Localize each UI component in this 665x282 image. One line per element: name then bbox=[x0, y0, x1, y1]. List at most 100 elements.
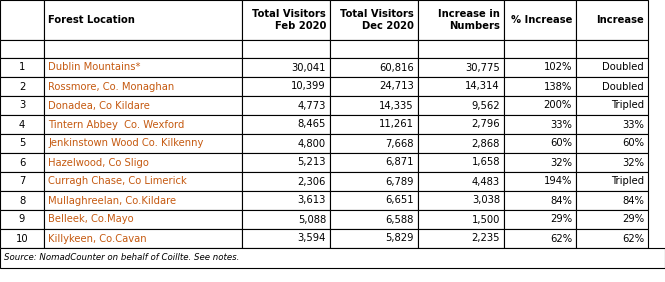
Text: 4,773: 4,773 bbox=[298, 100, 326, 111]
Bar bbox=[0, 248, 44, 268]
Text: 30,775: 30,775 bbox=[465, 63, 500, 72]
Text: 102%: 102% bbox=[543, 63, 572, 72]
Bar bbox=[242, 115, 330, 134]
Text: Tintern Abbey  Co. Wexford: Tintern Abbey Co. Wexford bbox=[48, 120, 184, 129]
Bar bbox=[418, 58, 504, 77]
Text: 29%: 29% bbox=[622, 215, 644, 224]
Bar bbox=[242, 248, 330, 268]
Bar bbox=[44, 58, 242, 77]
Text: Increase: Increase bbox=[597, 15, 644, 25]
Bar bbox=[242, 191, 330, 210]
Bar bbox=[0, 0, 44, 40]
Text: 4: 4 bbox=[19, 120, 25, 129]
Text: 62%: 62% bbox=[622, 233, 644, 243]
Bar bbox=[418, 229, 504, 248]
Bar bbox=[418, 153, 504, 172]
Text: 7: 7 bbox=[19, 177, 25, 186]
Bar bbox=[504, 58, 576, 77]
Text: 2: 2 bbox=[19, 81, 25, 91]
Text: 5,213: 5,213 bbox=[297, 158, 326, 168]
Text: Tripled: Tripled bbox=[611, 100, 644, 111]
Text: Doubled: Doubled bbox=[602, 63, 644, 72]
Bar bbox=[576, 96, 648, 115]
Text: Dublin Mountains*: Dublin Mountains* bbox=[48, 63, 140, 72]
Text: 14,335: 14,335 bbox=[379, 100, 414, 111]
Bar bbox=[504, 210, 576, 229]
Text: Jenkinstown Wood Co. Kilkenny: Jenkinstown Wood Co. Kilkenny bbox=[48, 138, 203, 149]
Bar bbox=[576, 229, 648, 248]
Bar bbox=[576, 77, 648, 96]
Text: Mullaghreelan, Co.Kildare: Mullaghreelan, Co.Kildare bbox=[48, 195, 176, 206]
Bar bbox=[576, 248, 648, 268]
Text: 200%: 200% bbox=[544, 100, 572, 111]
Bar bbox=[242, 210, 330, 229]
Bar bbox=[44, 172, 242, 191]
Bar bbox=[418, 248, 504, 268]
Text: 5,829: 5,829 bbox=[386, 233, 414, 243]
Bar bbox=[44, 248, 242, 268]
Bar bbox=[330, 172, 418, 191]
Bar bbox=[242, 40, 330, 58]
Text: Killykeen, Co.Cavan: Killykeen, Co.Cavan bbox=[48, 233, 146, 243]
Text: 3,613: 3,613 bbox=[298, 195, 326, 206]
Bar bbox=[330, 191, 418, 210]
Bar bbox=[330, 229, 418, 248]
Bar bbox=[44, 229, 242, 248]
Text: 9,562: 9,562 bbox=[471, 100, 500, 111]
Text: 29%: 29% bbox=[550, 215, 572, 224]
Bar bbox=[44, 210, 242, 229]
Bar bbox=[242, 58, 330, 77]
Text: Belleek, Co.Mayo: Belleek, Co.Mayo bbox=[48, 215, 134, 224]
Bar bbox=[576, 153, 648, 172]
Bar bbox=[242, 77, 330, 96]
Bar bbox=[44, 77, 242, 96]
Text: Tripled: Tripled bbox=[611, 177, 644, 186]
Text: 84%: 84% bbox=[622, 195, 644, 206]
Text: 10,399: 10,399 bbox=[291, 81, 326, 91]
Text: Source: NomadCounter on behalf of Coillte. See notes.: Source: NomadCounter on behalf of Coillt… bbox=[4, 254, 239, 263]
Bar bbox=[418, 96, 504, 115]
Text: 138%: 138% bbox=[544, 81, 572, 91]
Bar bbox=[242, 96, 330, 115]
Text: 6,651: 6,651 bbox=[386, 195, 414, 206]
Bar bbox=[504, 0, 576, 40]
Bar bbox=[504, 77, 576, 96]
Bar bbox=[0, 248, 665, 268]
Text: % Increase: % Increase bbox=[511, 15, 572, 25]
Bar bbox=[0, 40, 44, 58]
Bar bbox=[418, 172, 504, 191]
Bar bbox=[504, 40, 576, 58]
Bar bbox=[576, 134, 648, 153]
Text: 32%: 32% bbox=[622, 158, 644, 168]
Bar bbox=[0, 210, 44, 229]
Bar bbox=[0, 153, 44, 172]
Bar bbox=[44, 134, 242, 153]
Text: 4,483: 4,483 bbox=[472, 177, 500, 186]
Bar bbox=[576, 191, 648, 210]
Text: 6,871: 6,871 bbox=[386, 158, 414, 168]
Bar bbox=[504, 229, 576, 248]
Bar bbox=[418, 134, 504, 153]
Text: Total Visitors
Feb 2020: Total Visitors Feb 2020 bbox=[252, 9, 326, 31]
Text: 5,088: 5,088 bbox=[298, 215, 326, 224]
Bar bbox=[330, 40, 418, 58]
Bar bbox=[330, 0, 418, 40]
Bar bbox=[44, 153, 242, 172]
Bar bbox=[576, 115, 648, 134]
Bar bbox=[0, 191, 44, 210]
Text: Curragh Chase, Co Limerick: Curragh Chase, Co Limerick bbox=[48, 177, 187, 186]
Bar bbox=[418, 115, 504, 134]
Bar bbox=[330, 115, 418, 134]
Text: 6,588: 6,588 bbox=[386, 215, 414, 224]
Text: Doubled: Doubled bbox=[602, 81, 644, 91]
Text: 8: 8 bbox=[19, 195, 25, 206]
Text: 60,816: 60,816 bbox=[379, 63, 414, 72]
Text: Rossmore, Co. Monaghan: Rossmore, Co. Monaghan bbox=[48, 81, 174, 91]
Bar bbox=[330, 96, 418, 115]
Bar bbox=[418, 191, 504, 210]
Text: 6,789: 6,789 bbox=[386, 177, 414, 186]
Text: Forest Location: Forest Location bbox=[48, 15, 135, 25]
Text: 4,800: 4,800 bbox=[298, 138, 326, 149]
Text: Hazelwood, Co Sligo: Hazelwood, Co Sligo bbox=[48, 158, 149, 168]
Bar bbox=[504, 96, 576, 115]
